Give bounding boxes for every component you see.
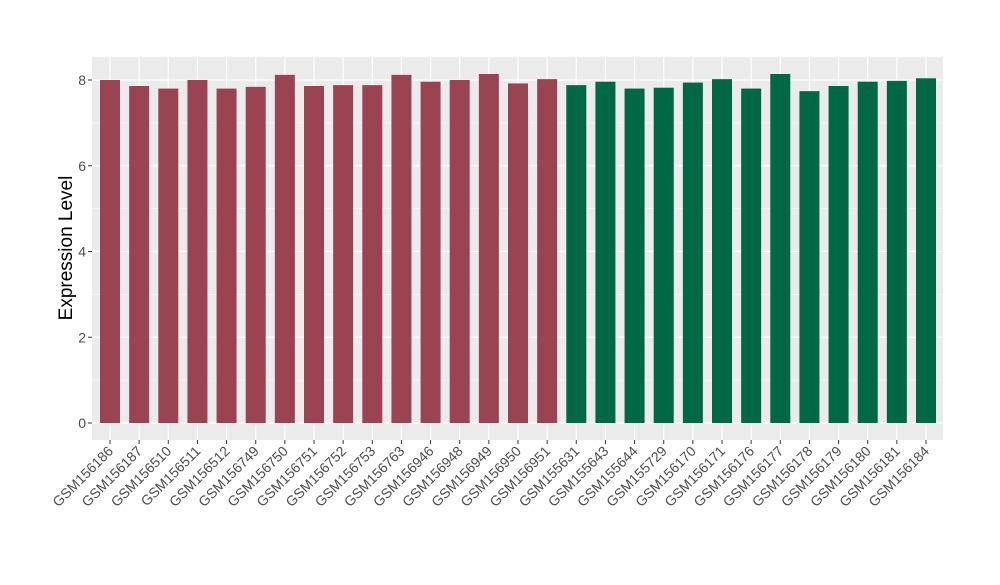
bar-gsm155729 xyxy=(653,87,674,423)
bar-gsm156951 xyxy=(537,79,558,423)
bar-gsm156751 xyxy=(304,86,324,423)
bar-gsm156170 xyxy=(682,82,703,423)
bar-gsm156187 xyxy=(129,86,150,423)
y-tick-label: 4 xyxy=(78,244,86,260)
bar-gsm156512 xyxy=(216,88,237,423)
bar-gsm156177 xyxy=(770,73,791,423)
bar-gsm156186 xyxy=(100,80,120,423)
bar-gsm156946 xyxy=(420,81,441,423)
bar-gsm156176 xyxy=(741,88,762,423)
y-tick-label: 0 xyxy=(78,415,86,431)
y-tick-label: 2 xyxy=(78,329,86,345)
y-tick-label: 6 xyxy=(78,158,86,174)
bar-gsm156180 xyxy=(857,81,878,423)
bar-gsm155631 xyxy=(566,85,587,424)
bar-gsm156763 xyxy=(391,74,412,423)
bar-gsm156949 xyxy=(478,73,499,423)
bar-gsm156749 xyxy=(245,86,266,424)
y-tick-label: 8 xyxy=(78,72,86,88)
bars xyxy=(100,73,936,424)
bar-gsm156750 xyxy=(274,74,295,423)
y-axis: 0 2 4 6 8 xyxy=(78,72,92,431)
bar-gsm155644 xyxy=(624,88,645,423)
bar-gsm156511 xyxy=(187,80,208,423)
bar-gsm156171 xyxy=(712,79,732,423)
bar-gsm156510 xyxy=(158,88,179,423)
bar-gsm156181 xyxy=(886,80,907,424)
bar-gsm156950 xyxy=(508,83,528,424)
bar-gsm156178 xyxy=(799,91,820,424)
bar-gsm156184 xyxy=(916,78,936,423)
x-axis: GSM156186GSM156187GSM156510GSM156511GSM1… xyxy=(49,440,932,510)
y-axis-title: Expression Level xyxy=(56,176,77,321)
bar-gsm155643 xyxy=(595,81,616,423)
bar-gsm156753 xyxy=(362,85,383,424)
bar-gsm156179 xyxy=(828,86,849,423)
bar-gsm156948 xyxy=(449,80,470,423)
bar-gsm156752 xyxy=(333,85,354,424)
